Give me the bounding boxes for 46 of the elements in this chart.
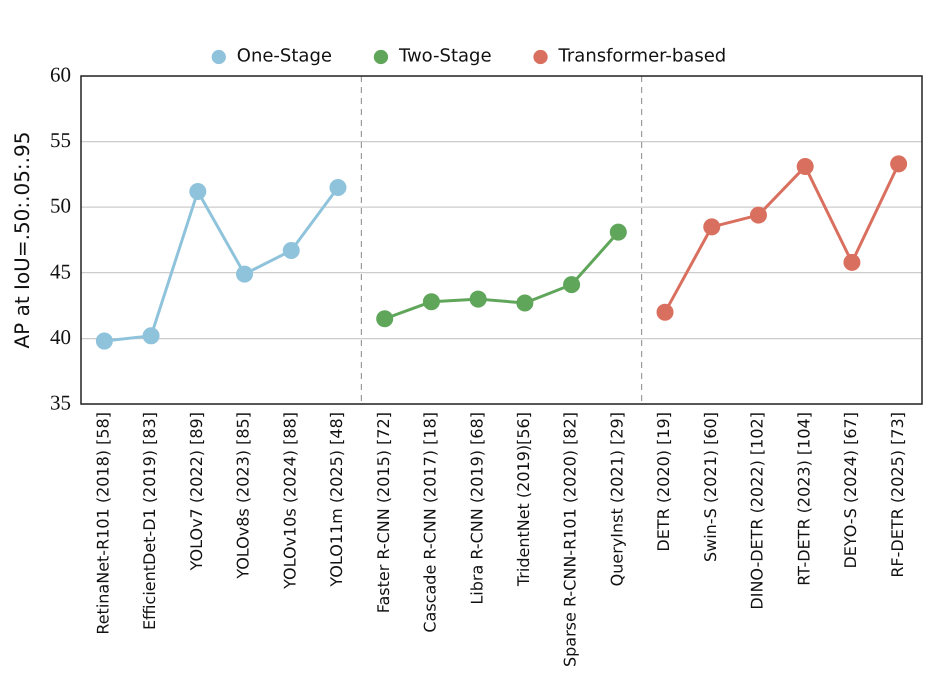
point xyxy=(470,290,487,308)
x-tick-label: YOLO11m (2025) [48] xyxy=(327,412,346,588)
legend-label: Transformer-based xyxy=(558,46,726,67)
y-tick-label: 60 xyxy=(50,62,71,87)
x-tick-label: QueryInst (2021) [29] xyxy=(607,412,626,586)
point xyxy=(703,218,720,236)
point xyxy=(236,266,254,283)
x-tick-label: DINO-DETR (2022) [102] xyxy=(748,412,767,610)
point xyxy=(843,254,860,271)
x-tick-label: EfficientDet-D1 (2019) [83] xyxy=(140,412,160,630)
x-tick-label: DETR (2020) [19] xyxy=(654,412,674,552)
legend-label: One-Stage xyxy=(236,46,332,67)
point xyxy=(796,158,814,176)
point xyxy=(422,293,440,310)
point xyxy=(563,276,580,294)
point xyxy=(329,179,346,196)
y-axis-title: AP at IoU=.50:.05:.95 xyxy=(10,132,34,349)
x-tick-label: RT-DETR (2023) [104] xyxy=(794,412,814,586)
y-tick-label: 35 xyxy=(50,390,71,415)
point xyxy=(376,310,394,328)
x-tick-label: Sparse R-CNN-R101 (2020) [82] xyxy=(560,412,580,668)
x-tick-label: RF-DETR (2025) [73] xyxy=(888,412,907,578)
x-tick-label: Faster R-CNN (2015) [72] xyxy=(374,412,393,614)
x-tick-label: RetinaNet-R101 (2018) [58] xyxy=(94,412,113,635)
y-tick-label: 40 xyxy=(50,324,71,349)
point xyxy=(610,224,627,241)
x-tick-label: TridentNet (2019)[56] xyxy=(514,412,534,588)
x-tick-label: YOLOv8s (2023) [85] xyxy=(234,412,253,580)
x-tick-label: Libra R-CNN (2019) [68] xyxy=(467,412,486,605)
x-tick-label: Swin-S (2021) [60] xyxy=(700,412,720,562)
point xyxy=(750,206,767,224)
x-tick-label: YOLOv7 (2022) [89] xyxy=(186,412,206,572)
point xyxy=(656,304,674,321)
point xyxy=(189,182,206,200)
y-tick-label: 50 xyxy=(50,194,71,218)
x-tick-label: YOLOv10s (2024) [88] xyxy=(280,412,300,590)
x-tick-label: DEYO-S (2024) [67] xyxy=(841,412,860,569)
point xyxy=(516,294,534,312)
x-tick-label: Cascade R-CNN (2017) [18] xyxy=(420,412,440,633)
point xyxy=(282,242,300,260)
point xyxy=(142,327,160,344)
y-tick-label: 55 xyxy=(50,128,71,152)
point xyxy=(890,155,908,172)
y-tick-label: 45 xyxy=(50,259,71,284)
legend-label: Two-Stage xyxy=(398,46,492,67)
point xyxy=(96,332,113,350)
